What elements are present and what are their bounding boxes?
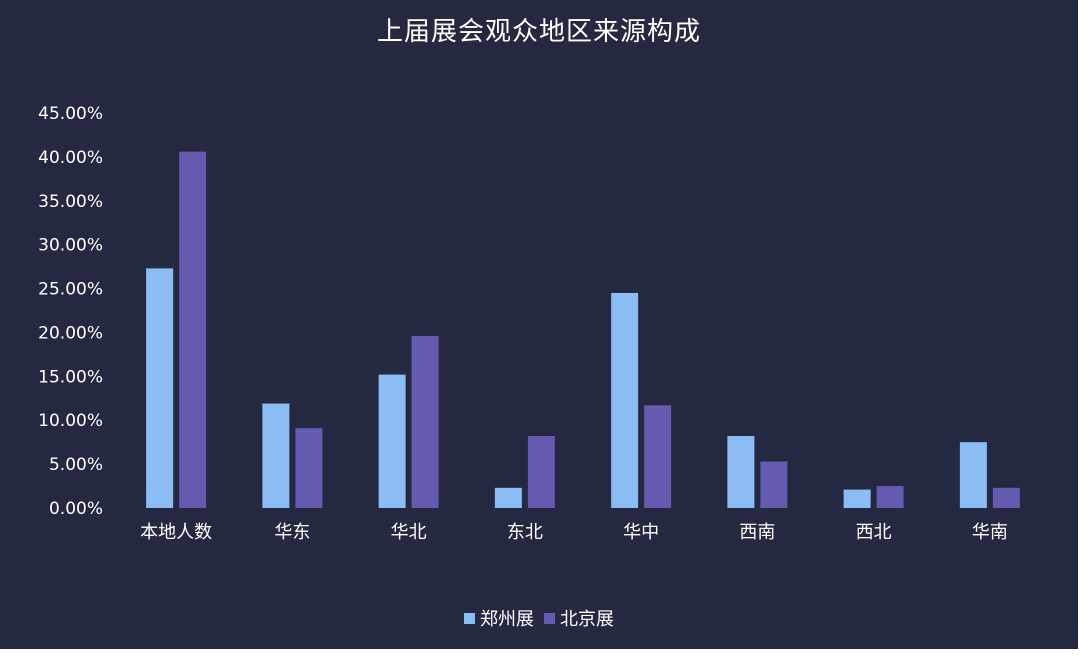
x-tick-label: 西北 [856, 522, 892, 543]
x-tick-label: 华北 [391, 522, 427, 543]
legend-swatch-series-2 [544, 612, 555, 624]
bar-1-7 [843, 489, 871, 508]
x-tick-label: 华中 [623, 522, 659, 543]
y-tick-label: 10.00% [38, 411, 103, 431]
x-tick-label: 本地人数 [140, 522, 212, 543]
x-tick-label: 东北 [507, 522, 543, 543]
y-tick-label: 40.00% [38, 148, 103, 168]
legend-swatch-series-1 [464, 612, 475, 624]
bar-1-4 [494, 487, 522, 508]
y-tick-label: 25.00% [38, 280, 103, 300]
bar-1-5 [611, 292, 639, 508]
x-tick-label: 西南 [739, 522, 775, 543]
legend-item-series-1[interactable]: 郑州展 [464, 605, 534, 631]
x-tick-label: 华东 [274, 522, 310, 543]
legend-label-series-1: 郑州展 [480, 609, 534, 630]
bar-1-8 [959, 442, 987, 508]
y-tick-label: 0.00% [49, 499, 103, 519]
bar-2-2 [295, 428, 323, 508]
y-tick-label: 20.00% [38, 323, 103, 343]
bar-2-1 [179, 151, 207, 508]
bar-2-6 [760, 461, 788, 508]
bar-1-2 [262, 403, 290, 508]
bar-1-6 [727, 436, 755, 508]
bar-2-7 [876, 486, 904, 508]
legend-label-series-2: 北京展 [560, 609, 614, 630]
bar-2-8 [992, 487, 1020, 508]
legend-item-series-2[interactable]: 北京展 [544, 605, 614, 631]
bar-1-1 [146, 268, 174, 508]
chart-legend: 郑州展 北京展 [0, 605, 1078, 631]
x-tick-label: 华南 [972, 522, 1008, 543]
y-tick-label: 30.00% [38, 236, 103, 256]
y-tick-label: 35.00% [38, 192, 103, 212]
y-tick-label: 45.00% [38, 104, 103, 124]
y-tick-label: 15.00% [38, 367, 103, 387]
bar-1-3 [378, 374, 406, 508]
chart-title: 上届展会观众地区来源构成 [376, 17, 701, 47]
y-tick-label: 5.00% [49, 455, 103, 475]
bar-2-4 [527, 436, 555, 508]
bar-2-5 [644, 405, 672, 508]
bar-2-3 [411, 335, 439, 508]
